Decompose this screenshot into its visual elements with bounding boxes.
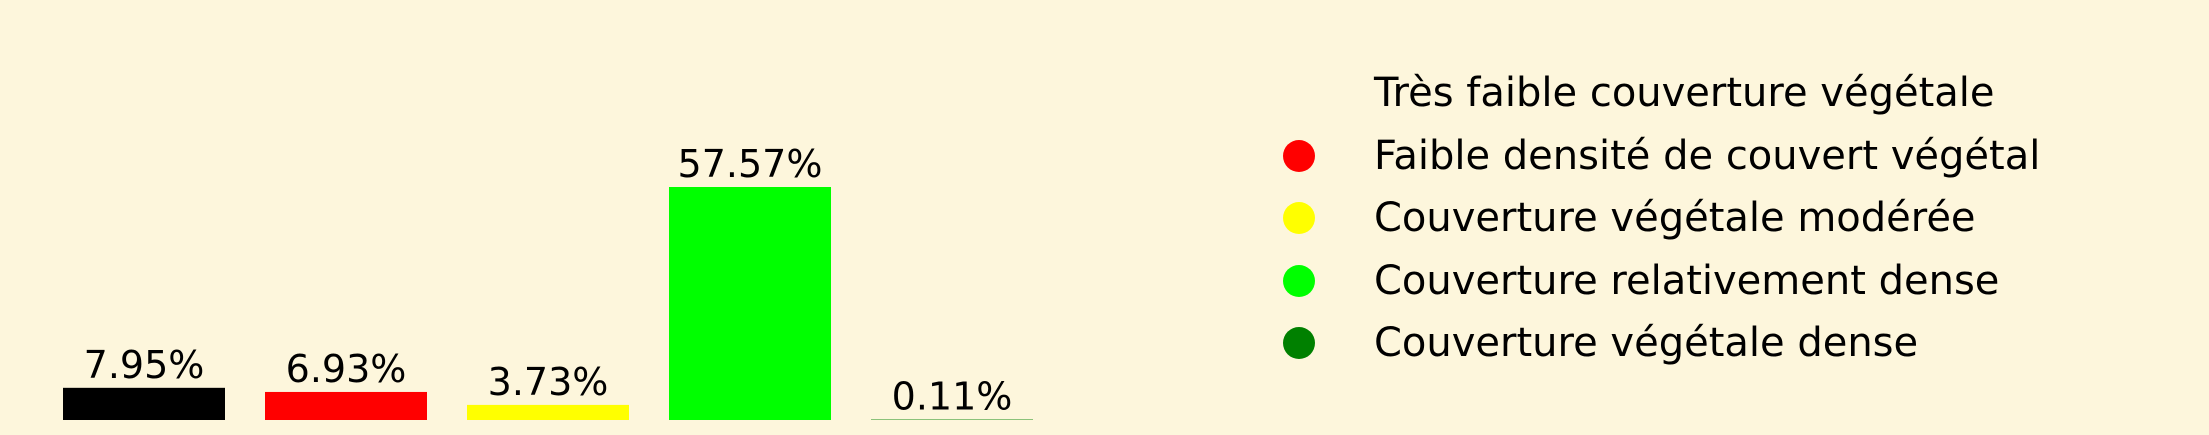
legend-item: Très faible couverture végétale <box>1270 62 2040 125</box>
legend-item: Faible densité de couvert végétal <box>1270 125 2040 188</box>
data-label-5: 0.11% <box>892 375 1013 419</box>
legend: Très faible couverture végétale Faible d… <box>1270 62 2040 375</box>
bar-3 <box>467 404 629 420</box>
legend-label: Couverture végétale dense <box>1374 320 1919 367</box>
data-label-4: 57.57% <box>678 142 823 186</box>
bar-2 <box>265 391 427 420</box>
bar-plot-area: 7.95% 6.93% 3.73% 57.57% 0.11% <box>63 142 1033 420</box>
legend-item: Couverture végétale dense <box>1270 312 2040 375</box>
legend-marker-icon <box>1283 327 1315 360</box>
legend-marker-icon <box>1283 202 1315 235</box>
legend-marker-icon <box>1283 77 1315 110</box>
legend-item: Couverture végétale modérée <box>1270 187 2040 250</box>
legend-item: Couverture relativement dense <box>1270 250 2040 313</box>
data-label-1: 7.95% <box>84 343 205 387</box>
legend-label: Couverture végétale modérée <box>1374 195 1976 242</box>
data-label-3: 3.73% <box>488 360 609 404</box>
legend-label: Très faible couverture végétale <box>1374 70 1995 117</box>
bar-1 <box>63 387 225 420</box>
legend-label: Faible densité de couvert végétal <box>1374 132 2041 179</box>
bar-4 <box>669 187 831 420</box>
legend-label: Couverture relativement dense <box>1374 257 2000 304</box>
legend-marker-icon <box>1283 264 1315 297</box>
legend-marker-icon <box>1283 139 1315 172</box>
data-label-2: 6.93% <box>286 347 407 391</box>
